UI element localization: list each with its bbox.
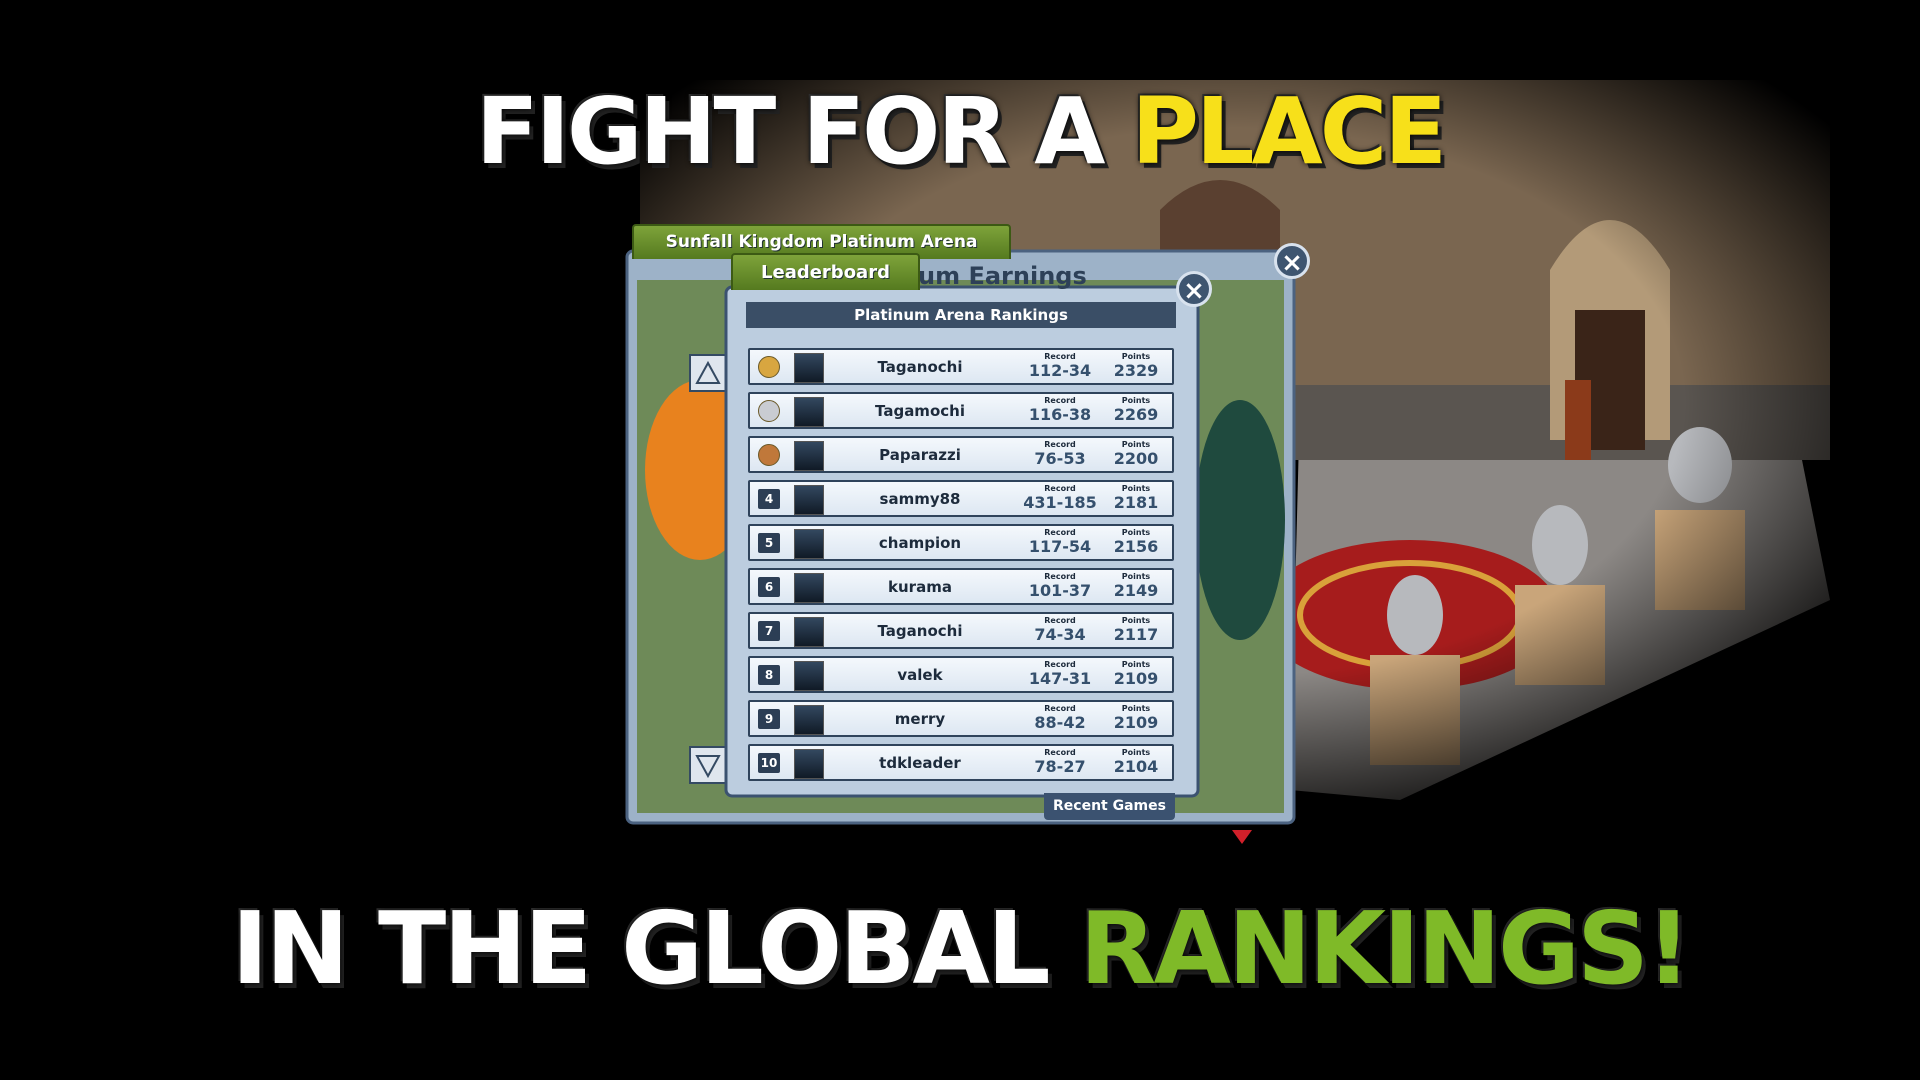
- headline-highlight: PLACE: [1131, 78, 1447, 185]
- points-value: 2109: [1113, 713, 1159, 732]
- close-button[interactable]: ×: [1176, 271, 1212, 307]
- scroll-up[interactable]: [689, 354, 727, 392]
- ranking-row: 9 merry Record 88-42 Points 2109: [748, 700, 1174, 737]
- avatar: [794, 529, 824, 559]
- points-value: 2149: [1113, 581, 1159, 600]
- ranking-row: 5 champion Record 117-54 Points 2156: [748, 524, 1174, 561]
- rank-badge: 8: [758, 665, 780, 685]
- recent-games-tab[interactable]: Recent Games: [1044, 793, 1175, 820]
- avatar: [794, 617, 824, 647]
- back-title: um Earnings: [918, 262, 1087, 290]
- avatar: [794, 661, 824, 691]
- player-name: Taganochi: [877, 622, 963, 640]
- ranking-row: 4 sammy88 Record 431-185 Points 2181: [748, 480, 1174, 517]
- player-name: Paparazzi: [879, 446, 961, 464]
- points-value: 2117: [1113, 625, 1159, 644]
- ranking-row: 10 tdkleader Record 78-27 Points 2104: [748, 744, 1174, 781]
- record-value: 116-38: [1028, 405, 1092, 424]
- record-value: 112-34: [1028, 361, 1092, 380]
- points-label: Points: [1121, 352, 1151, 361]
- record-label: Record: [1044, 572, 1076, 581]
- player-name: champion: [878, 534, 962, 552]
- rank-badge: 4: [758, 489, 780, 509]
- points-value: 2181: [1113, 493, 1159, 512]
- avatar: [794, 705, 824, 735]
- player-name: tdkleader: [879, 754, 961, 772]
- points-label: Points: [1121, 704, 1151, 713]
- points-label: Points: [1121, 616, 1151, 625]
- rank-badge: 5: [758, 533, 780, 553]
- record-value: 117-54: [1028, 537, 1092, 556]
- points-value: 2200: [1113, 449, 1159, 468]
- avatar: [794, 441, 824, 471]
- panel-title: Platinum Arena Rankings: [854, 306, 1068, 324]
- points-label: Points: [1121, 748, 1151, 757]
- avatar: [794, 485, 824, 515]
- points-label: Points: [1121, 660, 1151, 669]
- player-name: sammy88: [879, 490, 961, 508]
- player-name: merry: [894, 710, 946, 728]
- player-name: Taganochi: [877, 358, 963, 376]
- player-name: kurama: [888, 578, 952, 596]
- points-label: Points: [1121, 484, 1151, 493]
- leaderboard-tab[interactable]: Leaderboard: [731, 253, 920, 290]
- arrow-icon: [695, 755, 721, 779]
- points-value: 2104: [1113, 757, 1159, 776]
- points-value: 2269: [1113, 405, 1159, 424]
- close-button[interactable]: ×: [1274, 243, 1310, 279]
- rank-badge: 7: [758, 621, 780, 641]
- record-label: Record: [1044, 484, 1076, 493]
- avatar: [794, 397, 824, 427]
- ranking-row: 8 valek Record 147-31 Points 2109: [748, 656, 1174, 693]
- record-value: 101-37: [1028, 581, 1092, 600]
- avatar: [794, 749, 824, 779]
- headline-text: IN THE GLOBAL: [231, 890, 1050, 1007]
- panel-title-bar: [746, 302, 1176, 328]
- headline-text: FIGHT FOR A: [475, 78, 1105, 185]
- medal: [758, 400, 780, 422]
- rank-badge: 9: [758, 709, 780, 729]
- arrow-icon: [695, 360, 721, 384]
- ranking-row: Paparazzi Record 76-53 Points 2200: [748, 436, 1174, 473]
- record-label: Record: [1044, 440, 1076, 449]
- record-label: Record: [1044, 396, 1076, 405]
- headline-bottom: IN THE GLOBAL RANKINGS!: [0, 890, 1920, 1007]
- points-label: Points: [1121, 440, 1151, 449]
- ranking-row: Tagamochi Record 116-38 Points 2269: [748, 392, 1174, 429]
- player-name: Tagamochi: [875, 402, 965, 420]
- record-label: Record: [1044, 704, 1076, 713]
- record-value: 74-34: [1034, 625, 1086, 644]
- avatar: [794, 573, 824, 603]
- record-value: 431-185: [1023, 493, 1097, 512]
- medal: [758, 444, 780, 466]
- ranking-row: Taganochi Record 112-34 Points 2329: [748, 348, 1174, 385]
- points-label: Points: [1121, 528, 1151, 537]
- rank-badge: 6: [758, 577, 780, 597]
- points-label: Points: [1121, 396, 1151, 405]
- rank-badge: 10: [758, 753, 780, 773]
- points-value: 2329: [1113, 361, 1159, 380]
- headline-highlight: RANKINGS!: [1079, 890, 1691, 1007]
- avatar: [794, 353, 824, 383]
- record-label: Record: [1044, 660, 1076, 669]
- record-label: Record: [1044, 352, 1076, 361]
- record-label: Record: [1044, 528, 1076, 537]
- medal: [758, 356, 780, 378]
- indicator-arrow: [1232, 830, 1252, 844]
- record-value: 147-31: [1028, 669, 1092, 688]
- ranking-row: 7 Taganochi Record 74-34 Points 2117: [748, 612, 1174, 649]
- record-label: Record: [1044, 616, 1076, 625]
- record-value: 78-27: [1034, 757, 1086, 776]
- points-value: 2156: [1113, 537, 1159, 556]
- record-value: 76-53: [1034, 449, 1086, 468]
- points-value: 2109: [1113, 669, 1159, 688]
- record-value: 88-42: [1034, 713, 1086, 732]
- record-label: Record: [1044, 748, 1076, 757]
- player-name: valek: [897, 666, 943, 684]
- arena-creature: [1195, 400, 1285, 640]
- headline-top: FIGHT FOR A PLACE: [0, 78, 1920, 185]
- points-label: Points: [1121, 572, 1151, 581]
- ranking-row: 6 kurama Record 101-37 Points 2149: [748, 568, 1174, 605]
